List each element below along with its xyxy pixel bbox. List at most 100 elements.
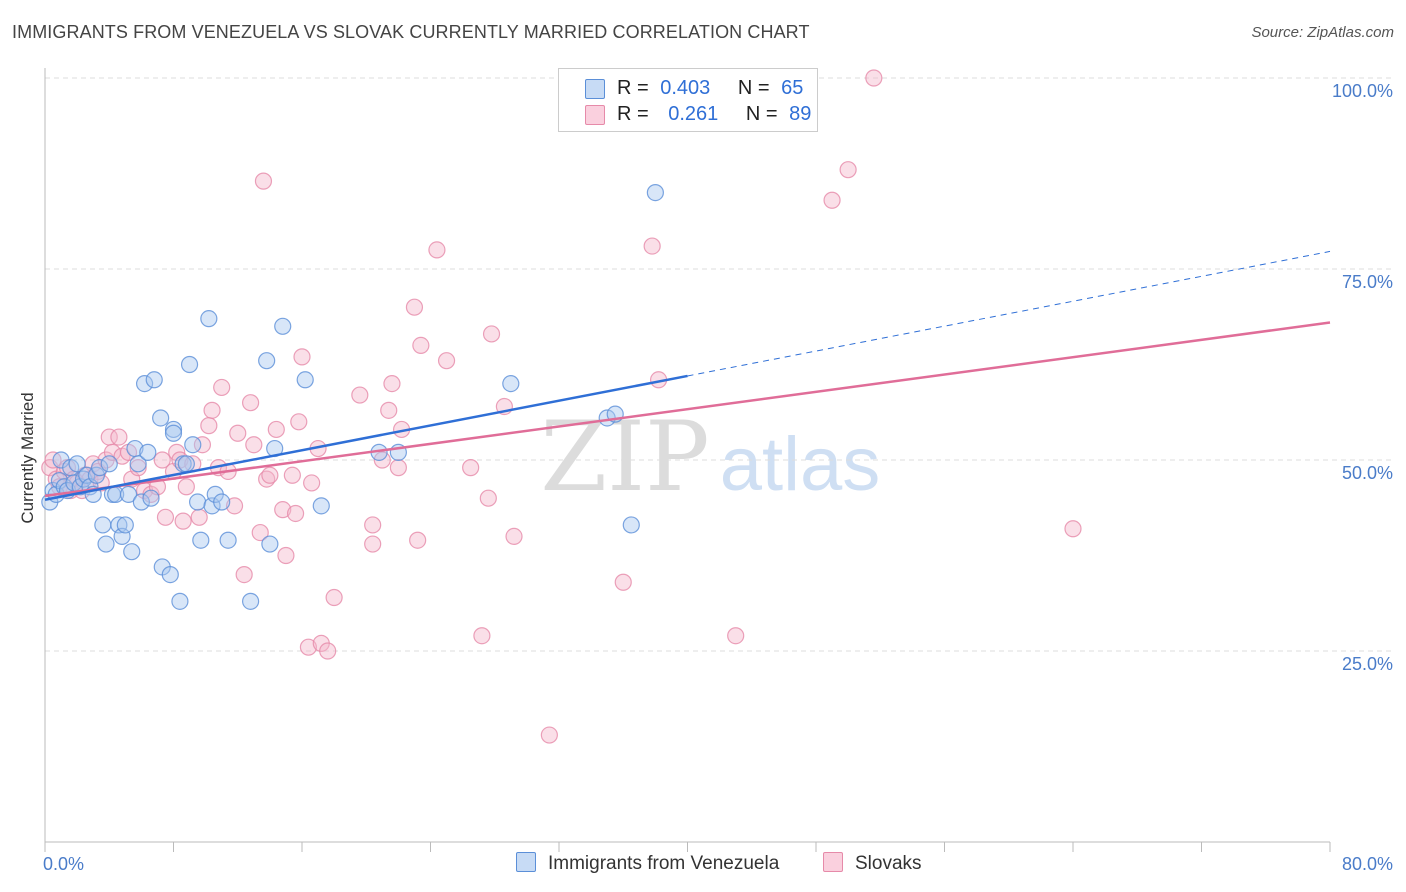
venezuela-point: [91, 459, 109, 477]
slovaks-point: [254, 172, 273, 190]
slovaks-point: [274, 501, 292, 519]
slovaks-point: [267, 420, 285, 439]
venezuela-point: [192, 531, 210, 549]
legend: R = 0.403 N = 65 R = 0.261 N = 89: [558, 68, 818, 132]
legend-n-venezuela: 65: [781, 77, 804, 99]
legend-r-slovaks: 0.261: [668, 103, 719, 125]
legend-r-label: R =: [617, 103, 649, 125]
venezuela-point: [180, 355, 199, 374]
bottom-legend-slovaks: Slovaks: [823, 852, 922, 875]
y-tick-label: 50.0%: [1342, 463, 1393, 483]
slovaks-point: [643, 237, 661, 255]
slovaks-point: [261, 466, 279, 484]
x-tick-label: 0.0%: [43, 854, 84, 874]
venezuela-point: [164, 420, 183, 439]
slovaks-point: [412, 336, 430, 354]
venezuela-point: [145, 371, 163, 389]
venezuela-point: [139, 443, 157, 461]
bottom-legend-venezuela: Immigrants from Venezuela: [516, 852, 779, 875]
slovaks-point: [177, 478, 195, 496]
slovaks-point: [479, 489, 497, 507]
slovaks-point: [193, 436, 212, 454]
slovaks-point: [299, 638, 318, 656]
slovaks-point: [614, 573, 632, 591]
slovaks-point: [286, 504, 305, 523]
slovaks-point: [235, 565, 253, 584]
venezuela-point: [116, 516, 134, 534]
venezuela-point: [97, 535, 115, 553]
venezuela-point: [219, 531, 237, 549]
slovaks-point: [727, 627, 745, 645]
watermark: ZIP atlas: [540, 401, 880, 513]
slovaks-point: [110, 428, 128, 446]
bottom-legend-label-slovaks: Slovaks: [855, 853, 922, 874]
chart-title: IMMIGRANTS FROM VENEZUELA VS SLOVAK CURR…: [12, 22, 810, 42]
legend-r-venezuela: 0.403: [660, 77, 711, 99]
source-label: Source: ZipAtlas.com: [1251, 24, 1394, 41]
slovaks-point: [405, 298, 424, 316]
slovaks-point: [203, 401, 221, 419]
y-tick-label: 100.0%: [1332, 81, 1393, 101]
legend-swatch-venezuela: [585, 79, 605, 99]
slovaks-point: [277, 546, 295, 565]
venezuela-point: [274, 317, 292, 335]
slovaks-point: [319, 642, 337, 660]
venezuela-point: [135, 375, 154, 393]
venezuela-point: [119, 485, 138, 503]
legend-swatch-slovaks: [585, 105, 605, 125]
slovaks-point: [351, 386, 369, 404]
venezuela-point: [132, 493, 150, 511]
bottom-legend-swatch-venezuela: [516, 852, 536, 872]
slovaks-point: [364, 535, 382, 553]
trend-lines: [44, 250, 1331, 501]
bottom-legend-swatch-slovaks: [823, 852, 843, 872]
slovaks-point: [242, 394, 260, 412]
venezuela-point: [200, 310, 218, 328]
venezuela-point: [261, 535, 279, 553]
y-tick-label: 75.0%: [1342, 272, 1393, 292]
slovaks-point: [190, 508, 208, 526]
slovaks-point: [437, 352, 456, 370]
slovaks-point: [389, 459, 407, 477]
slovaks-point: [482, 325, 501, 343]
slovaks-point: [129, 459, 147, 477]
venezuela-point: [213, 493, 231, 511]
legend-n-slovaks: 89: [789, 103, 812, 125]
tick-labels: 25.0% 50.0% 75.0% 100.0% 0.0% 80.0%: [43, 81, 1393, 874]
venezuela-point: [123, 543, 141, 561]
slovaks-point: [251, 523, 269, 542]
slovaks-points: [41, 69, 1082, 744]
slovaks-point: [1064, 520, 1082, 538]
slovaks-point: [325, 588, 343, 607]
slovaks-point: [409, 531, 427, 549]
venezuela-points: [41, 184, 664, 610]
grid: [45, 77, 1392, 652]
slovaks-point: [174, 512, 192, 530]
slovaks-point: [153, 451, 171, 469]
slovaks-point: [462, 459, 480, 477]
slovaks-point: [383, 375, 401, 393]
slovaks-point: [839, 161, 857, 179]
venezuela-point: [502, 375, 520, 393]
venezuela-point: [184, 436, 202, 454]
venezuela-point: [258, 352, 276, 370]
venezuela-point: [161, 565, 179, 584]
slovaks-point: [473, 627, 491, 645]
slovaks-point: [283, 466, 301, 484]
slovaks-point: [245, 436, 263, 454]
slovaks-point: [865, 69, 883, 87]
slovaks-point: [200, 417, 218, 435]
slovaks-point: [290, 413, 308, 431]
legend-n-label: N =: [737, 77, 770, 99]
slovaks-point: [213, 378, 231, 397]
venezuela-point: [164, 424, 183, 442]
y-tick-label: 25.0%: [1342, 654, 1393, 674]
venezuela-point: [100, 455, 118, 473]
venezuela-point: [188, 493, 207, 511]
slovaks-point: [229, 424, 247, 442]
legend-n-label: N =: [745, 103, 778, 125]
venezuela-point: [622, 516, 640, 534]
slovaks-point: [156, 508, 175, 526]
venezuela-point: [177, 455, 195, 473]
